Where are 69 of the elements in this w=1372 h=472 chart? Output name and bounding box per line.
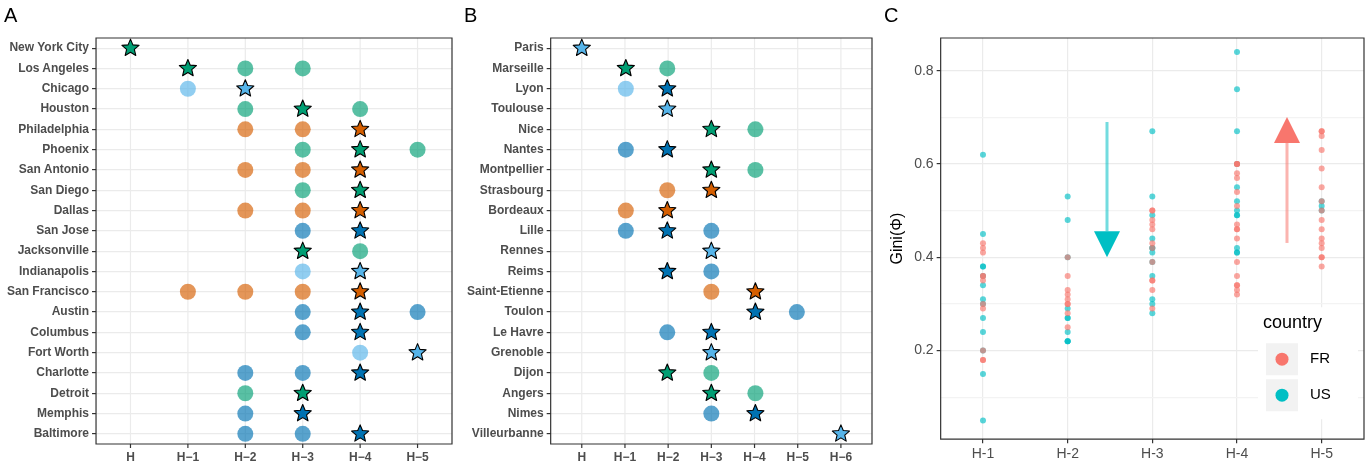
y-tick-label: Toulon: [504, 304, 544, 319]
text: H−1: [176, 450, 200, 465]
y-tick-label: Toulouse: [491, 101, 544, 116]
y-tick-label: San Jose: [36, 223, 90, 238]
legend-label: FR: [1310, 349, 1331, 367]
text: H: [126, 450, 135, 465]
y-tick-label: Rennes: [500, 243, 544, 258]
y-tick-label: New York City: [9, 40, 90, 55]
x-tick-label: H-3: [1141, 445, 1164, 462]
y-tick-label: Saint-Etienne: [466, 284, 544, 299]
y-tick-label: Memphis: [37, 405, 90, 420]
y-tick-label: Baltimore: [33, 426, 90, 441]
y-tick-label: Angers: [502, 385, 544, 400]
y-tick-label: Nice: [518, 121, 544, 136]
y-tick-label: Villeurbanne: [471, 426, 544, 441]
y-tick-label: San Antonio: [18, 162, 90, 177]
text: H−2: [656, 450, 680, 465]
y-tick-label: Houston: [40, 101, 90, 116]
y-tick-label: Columbus: [30, 324, 90, 339]
y-tick-label: Phoenix: [42, 141, 90, 156]
text: H−5: [406, 450, 430, 465]
y-tick-label: Charlotte: [36, 365, 90, 380]
y-tick-label: Detroit: [50, 385, 90, 400]
legend-label: US: [1310, 385, 1331, 403]
y-tick-label: Lyon: [515, 81, 544, 96]
y-tick-label: Los Angeles: [18, 60, 90, 75]
text: H−4: [348, 450, 372, 465]
y-tick-label: Strasbourg: [479, 182, 544, 197]
x-tick-label: H-2: [1056, 445, 1080, 462]
text: H−2: [234, 450, 257, 465]
y-tick-label: Fort Worth: [27, 344, 90, 359]
y-tick-label: San Diego: [30, 182, 90, 197]
y-tick-label: 0.4: [914, 248, 934, 265]
y-tick-label: Le Havre: [492, 324, 544, 339]
y-tick-label: Austin: [51, 304, 90, 319]
chart-title: A: [4, 3, 18, 26]
y-tick-label: Jacksonville: [17, 243, 90, 258]
y-tick-label: Nimes: [507, 405, 544, 420]
text: H−5: [786, 450, 810, 465]
x-tick-label: H-4: [1225, 445, 1249, 462]
text: H: [577, 450, 587, 465]
text: H−3: [291, 450, 315, 465]
text: H−4: [743, 450, 767, 465]
y-tick-label: Lille: [519, 223, 544, 238]
legend-title: country: [1263, 312, 1323, 333]
y-tick-label: Chicago: [41, 81, 90, 96]
y-tick-label: Bordeaux: [488, 202, 544, 217]
y-axis-title: Gini(Φ): [888, 212, 906, 265]
text: H−3: [700, 450, 723, 465]
y-tick-label: Grenoble: [490, 344, 544, 359]
y-tick-label: Montpellier: [479, 162, 544, 177]
y-tick-label: Marseille: [492, 60, 544, 75]
y-tick-label: 0.6: [914, 154, 934, 171]
y-tick-label: Reims: [507, 263, 544, 278]
y-tick-label: Indianapolis: [19, 263, 90, 278]
y-tick-label: Dijon: [513, 365, 544, 380]
y-tick-label: San Francisco: [7, 284, 90, 299]
y-tick-label: Dallas: [53, 202, 90, 217]
chart-title: B: [464, 3, 478, 26]
chart-title: C: [884, 3, 899, 26]
text: H−6: [829, 450, 853, 465]
x-tick-label: H-1: [971, 445, 995, 462]
y-tick-label: Paris: [514, 40, 544, 55]
y-tick-label: 0.8: [914, 61, 934, 78]
x-tick-label: H-5: [1310, 445, 1334, 462]
y-tick-label: Nantes: [503, 141, 544, 156]
y-tick-label: 0.2: [914, 341, 934, 358]
text: H−1: [613, 450, 637, 465]
y-tick-label: Philadelphia: [18, 121, 90, 136]
